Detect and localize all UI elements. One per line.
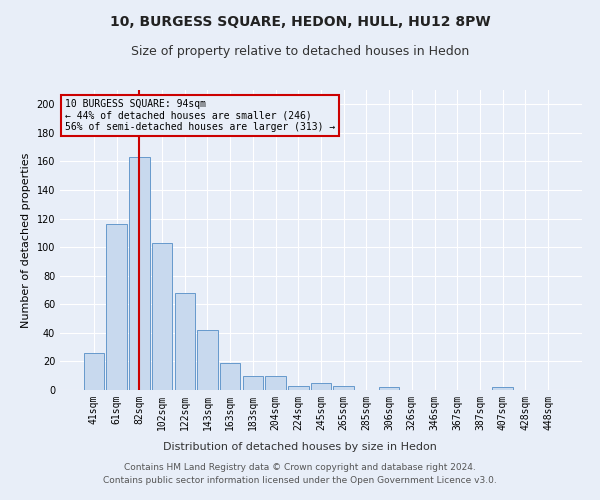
Bar	[311, 383, 331, 390]
Bar	[242, 376, 263, 390]
Bar	[379, 387, 400, 390]
Text: 10, BURGESS SQUARE, HEDON, HULL, HU12 8PW: 10, BURGESS SQUARE, HEDON, HULL, HU12 8P…	[110, 15, 490, 29]
Bar	[334, 386, 354, 390]
Bar	[175, 293, 195, 390]
Bar	[129, 157, 149, 390]
Bar	[493, 387, 513, 390]
Bar	[152, 243, 172, 390]
Bar	[265, 376, 286, 390]
Bar	[220, 363, 241, 390]
Text: 10 BURGESS SQUARE: 94sqm
← 44% of detached houses are smaller (246)
56% of semi-: 10 BURGESS SQUARE: 94sqm ← 44% of detach…	[65, 99, 335, 132]
Y-axis label: Number of detached properties: Number of detached properties	[21, 152, 31, 328]
Bar	[288, 386, 308, 390]
Bar	[106, 224, 127, 390]
Bar	[84, 353, 104, 390]
Text: Contains HM Land Registry data © Crown copyright and database right 2024.
Contai: Contains HM Land Registry data © Crown c…	[103, 464, 497, 485]
Bar	[197, 330, 218, 390]
Text: Distribution of detached houses by size in Hedon: Distribution of detached houses by size …	[163, 442, 437, 452]
Text: Size of property relative to detached houses in Hedon: Size of property relative to detached ho…	[131, 45, 469, 58]
